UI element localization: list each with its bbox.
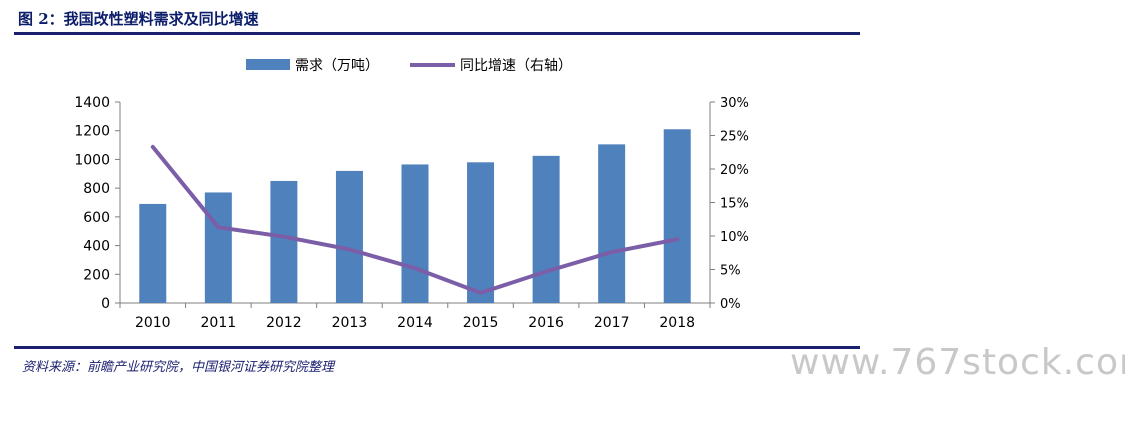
x-tick-label: 2016 [528,315,564,331]
legend-bar-swatch [246,59,290,70]
watermark: www.767stock.com [790,342,1125,383]
left-tick-label: 400 [83,239,110,255]
x-tick-label: 2015 [463,315,499,331]
x-tick-label: 2012 [266,315,302,331]
x-tick-label: 2017 [594,315,630,331]
x-tick-label: 2014 [397,315,433,331]
bar [270,180,298,303]
right-tick-label: 15% [720,197,749,212]
bar [598,144,626,303]
right-axis: 0% 5% 10% 15% 20% 25% 30% [709,96,749,312]
right-tick-label: 0% [720,297,741,312]
source-rule [14,346,860,349]
left-tick-label: 1000 [74,152,110,168]
legend-line-label: 同比增速（右轴） [460,58,572,74]
left-tick-label: 200 [83,267,110,283]
bar [335,170,363,303]
bar [401,164,429,303]
left-tick-label: 0 [101,296,110,312]
right-tick-label: 20% [720,163,749,178]
left-tick-label: 600 [83,210,110,226]
left-tick-label: 800 [83,181,110,197]
bar [467,162,495,303]
left-tick-label: 1200 [74,124,110,140]
right-tick-label: 10% [720,230,749,245]
bar [139,203,167,303]
legend-bar-label: 需求（万吨） [295,58,379,74]
x-tick-label: 2011 [201,315,237,331]
bar [532,155,560,303]
title-rule [14,32,860,35]
legend: 需求（万吨） 同比增速（右轴） [246,58,572,74]
right-tick-label: 5% [720,264,741,279]
line-series [150,144,680,295]
left-axis: 0 200 400 600 800 1000 1200 1400 [74,95,121,312]
x-tick-label: 2013 [332,315,368,331]
bar [663,129,691,303]
figure-title: 图 2：我国改性塑料需求及同比增速 [18,10,259,28]
x-tick-label: 2010 [135,315,171,331]
x-tick-label: 2018 [659,315,695,331]
right-tick-label: 25% [720,130,749,145]
bar-series [139,129,691,303]
left-tick-label: 1400 [74,95,110,111]
source-note: 资料来源：前瞻产业研究院，中国银河证券研究院整理 [22,360,335,375]
bar [204,192,232,303]
growth-line [150,144,680,295]
right-tick-label: 30% [720,96,749,111]
x-axis: 2010 2011 2012 2013 2014 2015 2016 2017 2018 [119,302,711,331]
